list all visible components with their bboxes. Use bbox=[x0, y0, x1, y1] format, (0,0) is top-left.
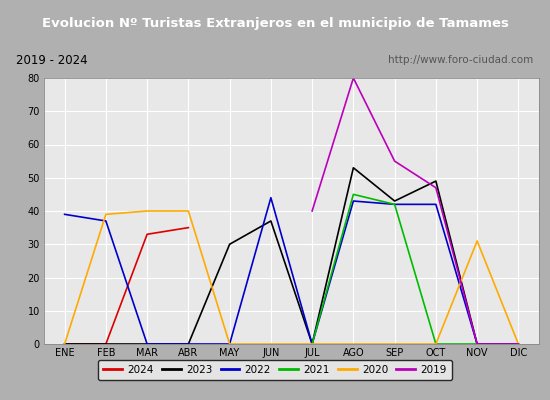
Text: Evolucion Nº Turistas Extranjeros en el municipio de Tamames: Evolucion Nº Turistas Extranjeros en el … bbox=[42, 18, 508, 30]
Text: 2019 - 2024: 2019 - 2024 bbox=[16, 54, 88, 66]
Legend: 2024, 2023, 2022, 2021, 2020, 2019: 2024, 2023, 2022, 2021, 2020, 2019 bbox=[98, 360, 452, 380]
Text: http://www.foro-ciudad.com: http://www.foro-ciudad.com bbox=[388, 55, 534, 65]
